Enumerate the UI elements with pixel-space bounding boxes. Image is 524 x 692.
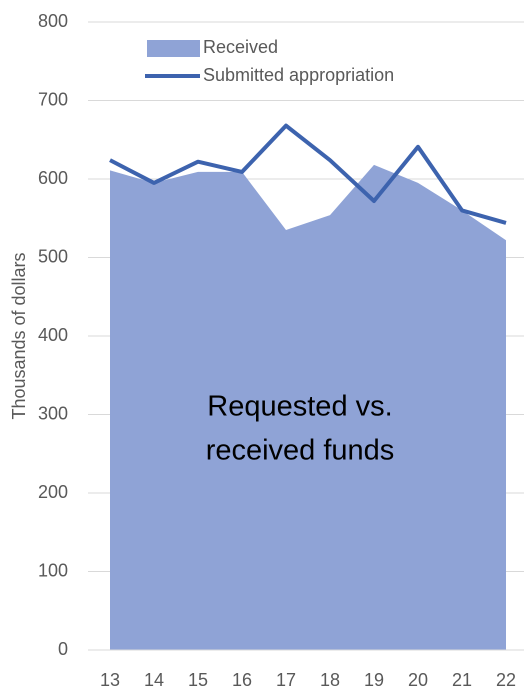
line <box>109 123 507 225</box>
x-tick-label: 13 <box>100 670 120 690</box>
y-tick-label: 500 <box>38 246 68 266</box>
annotation: Requested vs. <box>207 391 392 423</box>
x-tick-label: 16 <box>232 670 252 690</box>
y-tick-label: 600 <box>38 168 68 188</box>
x-tick-label: 21 <box>452 670 472 690</box>
area <box>110 164 506 650</box>
x-tick-label: 15 <box>188 670 208 690</box>
y-axis-label: Thousands of dollars <box>9 252 29 419</box>
legend-label: Submitted appropriation <box>203 65 394 85</box>
y-tick-label: 0 <box>58 639 68 659</box>
y-tick-label: 800 <box>38 11 68 31</box>
y-tick-label: 300 <box>38 403 68 423</box>
x-tick-label: 18 <box>320 670 340 690</box>
y-tick-label: 700 <box>38 89 68 109</box>
y-tick-label: 200 <box>38 482 68 502</box>
y-tick-label: 400 <box>38 325 68 345</box>
legend-label: Received <box>203 37 278 57</box>
x-tick-label: 14 <box>144 670 164 690</box>
x-tick-label: 20 <box>408 670 428 690</box>
y-tick-label: 100 <box>38 560 68 580</box>
x-tick-label: 19 <box>364 670 384 690</box>
x-tick-label: 22 <box>496 670 516 690</box>
x-tick-label: 17 <box>276 670 296 690</box>
legend-swatch <box>147 40 200 57</box>
annotation: received funds <box>206 435 395 467</box>
